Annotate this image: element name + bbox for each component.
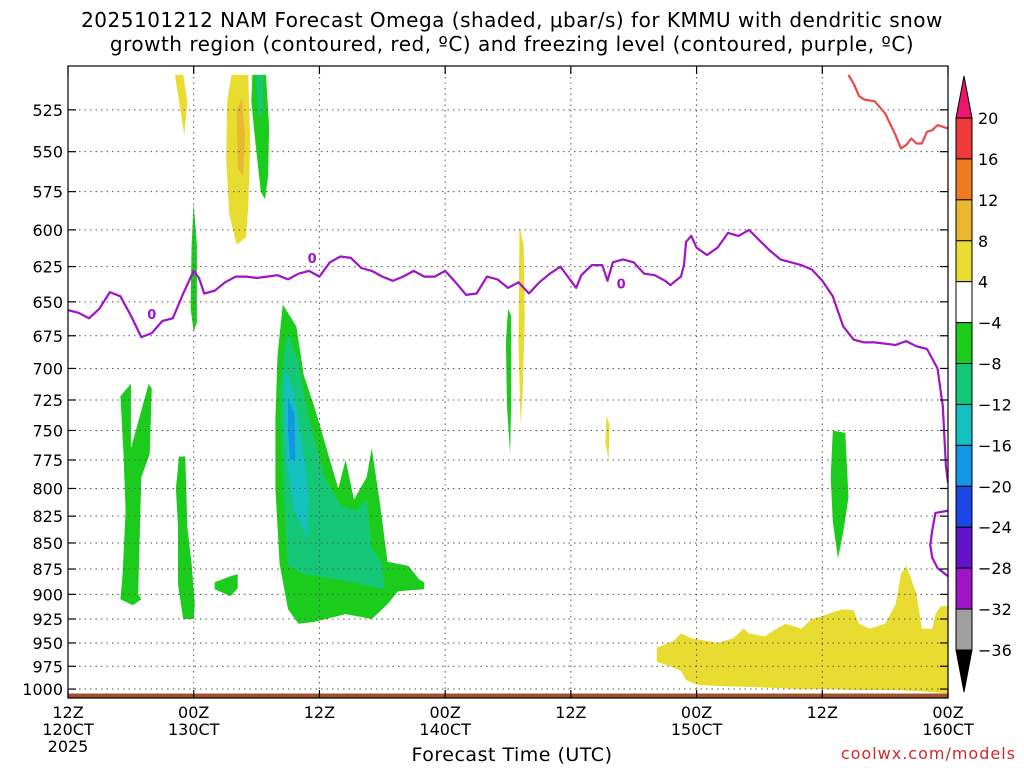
- colorbar-swatch: [955, 485, 973, 528]
- colorbar-label: 8: [978, 232, 988, 251]
- colorbar-swatch: [955, 281, 973, 324]
- y-tick-label: 550: [32, 143, 63, 162]
- x-tick-label: 00Z: [932, 703, 963, 722]
- omega-shade-region: [214, 574, 238, 597]
- omega-shade-region: [518, 226, 525, 425]
- colorbar-label: −12: [978, 395, 1012, 414]
- x-tick-label: 00Z: [429, 703, 460, 722]
- colorbar-label: −32: [978, 600, 1012, 619]
- omega-shade-region: [505, 308, 512, 455]
- colorbar-label: 16: [978, 150, 998, 169]
- y-tick-label: 950: [32, 634, 63, 653]
- y-tick-label: 725: [32, 391, 63, 410]
- x-tick-label: 00Z: [681, 703, 712, 722]
- colorbar-label: −16: [978, 436, 1012, 455]
- omega-shade-region: [656, 565, 948, 694]
- y-tick-label: 1000: [22, 680, 63, 699]
- omega-shade-region: [190, 204, 197, 332]
- x-tick-label: 00Z: [178, 703, 209, 722]
- y-tick-label: 900: [32, 585, 63, 604]
- colorbar-swatch: [955, 526, 973, 569]
- freezing-level-contour-label: 0: [617, 278, 626, 293]
- colorbar-swatch: [955, 363, 973, 405]
- colorbar-swatch: [955, 567, 973, 610]
- freezing-level-contour-label: 0: [308, 252, 317, 267]
- colorbar-top-arrow: [955, 75, 973, 119]
- omega-shade-region: [605, 416, 610, 460]
- colorbar-bottom-arrow: [955, 649, 973, 693]
- omega-shade-region: [830, 430, 849, 559]
- x-tick-label: 12Z: [555, 703, 586, 722]
- colorbar-swatch: [955, 608, 973, 651]
- x-tick-label: 2025: [48, 737, 89, 756]
- plot-frame: [67, 65, 949, 699]
- y-tick-label: 825: [32, 507, 63, 526]
- colorbar-swatch: [955, 240, 973, 283]
- omega-shade-region: [236, 97, 245, 176]
- source-credit: coolwx.com/models: [840, 744, 1016, 763]
- freezing-level-contour: [68, 228, 948, 483]
- chart-title-line-1: 2025101212 NAM Forecast Omega (shaded, μ…: [81, 8, 943, 32]
- colorbar-label: −36: [978, 641, 1012, 660]
- freezing-level-contour: [929, 509, 948, 578]
- y-tick-label: 575: [32, 183, 63, 202]
- x-axis-label: Forecast Time (UTC): [411, 744, 613, 766]
- colorbar-label: 4: [978, 273, 988, 292]
- freezing-level-contour-label: 0: [147, 308, 156, 323]
- y-tick-label: 850: [32, 534, 63, 553]
- y-tick-label: 625: [32, 258, 63, 277]
- chart-title: 2025101212 NAM Forecast Omega (shaded, μ…: [0, 8, 1024, 56]
- omega-shade-region: [174, 74, 188, 136]
- omega-shade-region: [175, 456, 195, 619]
- x-tick-label: 140CT: [419, 720, 471, 739]
- colorbar-label: −8: [978, 355, 1002, 374]
- y-tick-label: 875: [32, 560, 63, 579]
- colorbar-swatch: [955, 158, 973, 201]
- omega-shade-region: [251, 74, 270, 200]
- colorbar-label: −20: [978, 477, 1012, 496]
- colorbar-label: −4: [978, 314, 1002, 333]
- colorbar-label: 12: [978, 191, 998, 210]
- colorbar-label: −24: [978, 518, 1012, 537]
- y-tick-label: 975: [32, 657, 63, 676]
- y-tick-label: 775: [32, 451, 63, 470]
- y-tick-label: 700: [32, 359, 63, 378]
- omega-shade-region: [120, 383, 152, 606]
- terrain-strip: [68, 693, 948, 698]
- colorbar-swatch: [955, 117, 973, 160]
- colorbar-label: −28: [978, 559, 1012, 578]
- colorbar-swatch: [955, 322, 973, 365]
- y-tick-label: 600: [32, 221, 63, 240]
- omega-shade-region: [256, 74, 263, 119]
- y-tick-label: 650: [32, 293, 63, 312]
- y-tick-label: 750: [32, 421, 63, 440]
- y-tick-label: 675: [32, 327, 63, 346]
- x-tick-label: 160CT: [922, 720, 974, 739]
- y-tick-label: 800: [32, 479, 63, 498]
- colorbar-swatch: [955, 403, 973, 446]
- y-tick-label: 925: [32, 610, 63, 629]
- x-tick-label: 12Z: [52, 703, 83, 722]
- x-tick-label: 12Z: [304, 703, 335, 722]
- x-tick-label: 120CT: [42, 720, 94, 739]
- x-tick-label: 130CT: [168, 720, 220, 739]
- omega-shade-region: [288, 400, 296, 460]
- colorbar-swatch: [955, 444, 973, 487]
- y-tick-label: 525: [32, 101, 63, 120]
- dendritic-growth-contour: [847, 74, 948, 150]
- x-tick-label: 12Z: [807, 703, 838, 722]
- colorbar-label: 20: [978, 109, 998, 128]
- colorbar-swatch: [955, 199, 973, 242]
- chart-title-line-2: growth region (contoured, red, ºC) and f…: [109, 32, 915, 56]
- x-tick-label: 150CT: [671, 720, 723, 739]
